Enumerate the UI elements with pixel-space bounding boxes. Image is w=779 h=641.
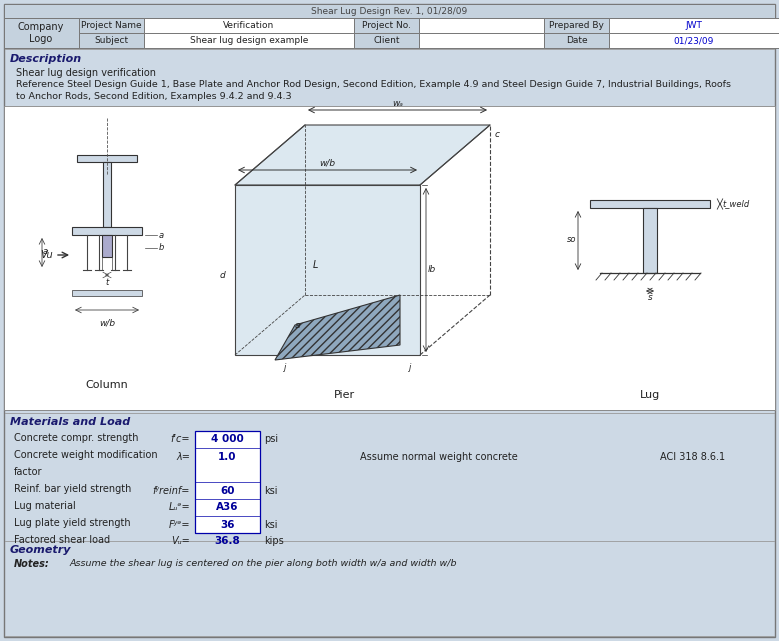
Text: d: d [219, 271, 225, 279]
Bar [354, 18, 419, 33]
Text: Subject: Subject [94, 36, 129, 45]
Bar [79, 33, 144, 48]
Text: JWT: JWT [686, 21, 703, 30]
Bar [103, 162, 111, 227]
Bar [4, 106, 775, 410]
Text: 36: 36 [220, 519, 234, 529]
Text: Shear lug design example: Shear lug design example [190, 36, 308, 45]
Text: fʸreinf=: fʸreinf= [153, 485, 190, 495]
Text: so: so [566, 235, 576, 244]
Bar [77, 155, 137, 162]
Text: Geometry: Geometry [10, 545, 72, 555]
Text: psi: psi [264, 435, 278, 444]
Text: wₐ: wₐ [392, 99, 403, 108]
Text: ksi: ksi [264, 485, 277, 495]
Bar [102, 235, 112, 257]
Text: a: a [43, 247, 48, 256]
Polygon shape [275, 295, 400, 360]
Bar [79, 18, 144, 33]
Text: factor: factor [14, 467, 43, 477]
Text: Concrete weight modification: Concrete weight modification [14, 450, 157, 460]
Text: Assume normal weight concrete: Assume normal weight concrete [360, 451, 518, 462]
Text: s: s [647, 293, 652, 302]
Text: Date: Date [566, 36, 587, 45]
Text: Verification: Verification [224, 21, 275, 30]
Text: Client: Client [373, 36, 400, 45]
Text: Shear Lug Design Rev. 1, 01/28/09: Shear Lug Design Rev. 1, 01/28/09 [312, 6, 467, 15]
Text: 36.8: 36.8 [215, 537, 241, 547]
Text: b: b [159, 244, 164, 253]
Text: a: a [294, 320, 300, 329]
Text: ACI 318 8.6.1: ACI 318 8.6.1 [660, 451, 725, 462]
Bar [144, 18, 354, 33]
Text: t: t [105, 278, 108, 287]
Bar [609, 18, 779, 33]
Text: Reinf. bar yield strength: Reinf. bar yield strength [14, 484, 132, 494]
Text: Lᵤᵊ=: Lᵤᵊ= [168, 503, 190, 513]
Text: A36: A36 [217, 503, 238, 513]
Text: Vᵤ=: Vᵤ= [171, 537, 190, 547]
Text: Lug plate yield strength: Lug plate yield strength [14, 518, 131, 528]
Bar [419, 33, 544, 48]
Text: 60: 60 [220, 485, 234, 495]
Text: L: L [312, 260, 318, 270]
Bar [195, 431, 260, 533]
Bar [72, 227, 142, 235]
Text: Vu: Vu [41, 250, 53, 260]
Text: Shear lug design verification: Shear lug design verification [16, 68, 156, 78]
Text: f'c=: f'c= [171, 435, 190, 444]
Text: w/b: w/b [319, 159, 336, 168]
Bar [144, 33, 354, 48]
Polygon shape [235, 125, 490, 185]
Bar [72, 290, 142, 296]
Bar [609, 33, 779, 48]
Text: lb: lb [428, 265, 436, 274]
Text: Description: Description [10, 54, 82, 64]
Text: w/b: w/b [99, 318, 115, 327]
Bar [544, 33, 609, 48]
Text: Fʸᵊ=: Fʸᵊ= [168, 519, 190, 529]
Bar [544, 18, 609, 33]
Text: 01/23/09: 01/23/09 [674, 36, 714, 45]
Text: ksi: ksi [264, 519, 277, 529]
Text: Company
Logo: Company Logo [18, 22, 64, 44]
Text: Lug: Lug [640, 390, 660, 400]
Text: Assume the shear lug is centered on the pier along both width w/a and width w/b: Assume the shear lug is centered on the … [70, 559, 457, 568]
Text: Prepared By: Prepared By [549, 21, 604, 30]
Text: j: j [409, 363, 411, 372]
Text: Project No.: Project No. [362, 21, 411, 30]
Text: Lug material: Lug material [14, 501, 76, 511]
Text: Project Name: Project Name [81, 21, 142, 30]
Text: Column: Column [86, 380, 129, 390]
Text: Reference Steel Design Guide 1, Base Plate and Anchor Rod Design, Second Edition: Reference Steel Design Guide 1, Base Pla… [16, 80, 731, 89]
Polygon shape [235, 185, 420, 355]
Text: c: c [495, 130, 500, 139]
Bar [590, 200, 710, 208]
Bar [4, 18, 79, 48]
Text: Factored shear load: Factored shear load [14, 535, 110, 545]
Text: Pier: Pier [333, 390, 354, 400]
Text: a: a [159, 231, 164, 240]
Text: t_weld: t_weld [722, 199, 749, 208]
Text: 1.0: 1.0 [218, 451, 237, 462]
Text: Materials and Load: Materials and Load [10, 417, 130, 427]
Text: λ=: λ= [176, 451, 190, 462]
Bar [4, 4, 775, 18]
Bar [354, 33, 419, 48]
Bar [419, 18, 544, 33]
Text: to Anchor Rods, Second Edition, Examples 9.4.2 and 9.4.3: to Anchor Rods, Second Edition, Examples… [16, 92, 291, 101]
Text: 4 000: 4 000 [211, 435, 244, 444]
Text: Concrete compr. strength: Concrete compr. strength [14, 433, 139, 443]
Bar [643, 208, 657, 273]
Text: j: j [284, 363, 286, 372]
Text: kips: kips [264, 537, 284, 547]
Text: Notes:: Notes: [14, 559, 50, 569]
